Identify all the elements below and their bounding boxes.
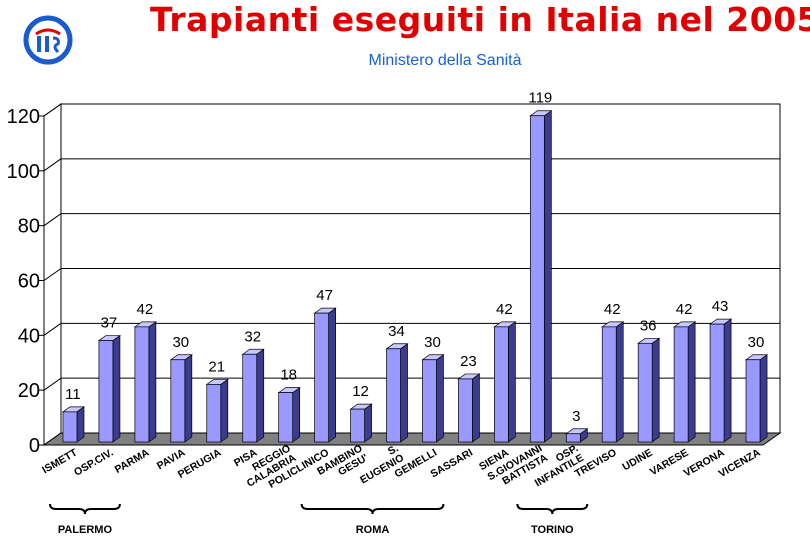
- data-label: 30: [424, 334, 441, 351]
- bar-side: [436, 354, 444, 443]
- y-tick-label: 20: [18, 380, 40, 402]
- data-label: 34: [388, 323, 405, 340]
- x-tick-label-group: OSP.CIV.: [72, 447, 115, 479]
- bar-side: [148, 321, 157, 443]
- bar: [350, 408, 365, 443]
- bar-side: [400, 343, 408, 443]
- data-label: 11: [65, 386, 81, 403]
- data-label: 42: [676, 301, 693, 318]
- bar: [637, 342, 653, 443]
- bar-side: [76, 406, 85, 443]
- data-label: 23: [460, 353, 477, 370]
- group-bracket: [516, 503, 589, 515]
- bar: [601, 326, 617, 443]
- data-label: 36: [640, 317, 657, 334]
- y-tick-label: 120: [7, 106, 40, 128]
- data-label: 3: [572, 408, 580, 425]
- data-label: 21: [208, 358, 225, 375]
- bar-side: [508, 321, 516, 443]
- bar-side: [364, 403, 372, 443]
- gridline-diagonal: [43, 268, 62, 281]
- data-label: 42: [496, 301, 513, 318]
- gridline-diagonal: [43, 377, 62, 391]
- bar: [422, 359, 437, 443]
- x-tick-label: OSP.CIV.: [72, 447, 115, 479]
- data-label: 42: [137, 301, 154, 318]
- data-label: 12: [352, 383, 369, 400]
- x-tick-label-group: PARMA: [113, 446, 152, 475]
- bar-side: [220, 378, 229, 443]
- group-bracket: [300, 503, 445, 515]
- group-bracket: [49, 503, 121, 515]
- bar-side: [292, 386, 301, 443]
- bar-side: [256, 348, 265, 443]
- data-label: 42: [604, 301, 621, 318]
- bar: [529, 115, 545, 443]
- bar-side: [723, 318, 732, 443]
- gridline-diagonal: [43, 322, 62, 336]
- bar: [242, 353, 258, 443]
- bar-side: [615, 321, 624, 443]
- bar-side: [472, 373, 480, 443]
- x-tick-label-group: VICENZA: [717, 446, 763, 480]
- group-label: PALERMO: [58, 524, 113, 536]
- bar: [98, 340, 114, 443]
- y-tick-label: 100: [7, 161, 40, 183]
- bar: [314, 312, 329, 443]
- group-label: TORINO: [531, 524, 574, 536]
- y-tick-label: 40: [18, 325, 40, 347]
- bar: [206, 384, 222, 443]
- bar-side: [687, 321, 696, 443]
- bar: [709, 323, 725, 443]
- bar: [386, 348, 401, 443]
- bar-side: [184, 354, 193, 443]
- data-label: 37: [101, 315, 118, 332]
- data-label: 43: [712, 298, 729, 315]
- data-label: 30: [748, 334, 765, 351]
- bar: [278, 392, 294, 443]
- bar: [170, 359, 186, 443]
- y-tick-label: 60: [18, 271, 40, 293]
- bar: [458, 378, 473, 443]
- y-tick-label: 0: [29, 435, 40, 457]
- data-label: 47: [316, 287, 333, 304]
- bar-side: [328, 307, 336, 443]
- data-label: 30: [172, 334, 189, 351]
- ministry-logo-icon: [23, 15, 73, 65]
- bar: [565, 433, 581, 443]
- data-label: 18: [280, 367, 297, 384]
- bar-side: [112, 334, 121, 443]
- data-label: 32: [244, 328, 261, 345]
- y-tick-label: 80: [18, 216, 40, 238]
- group-label: ROMA: [356, 524, 390, 536]
- bar: [62, 411, 78, 443]
- chart-title: Trapianti eseguiti in Italia nel 2005: [150, 0, 810, 39]
- gridline-diagonal: [43, 213, 62, 227]
- bar: [673, 326, 689, 443]
- data-label: 119: [528, 90, 552, 107]
- bar-side: [759, 354, 768, 443]
- bar-side: [651, 337, 660, 443]
- bar-side: [543, 110, 552, 443]
- bar: [494, 326, 509, 443]
- bar: [745, 359, 761, 443]
- bar: [134, 326, 150, 443]
- gridline-diagonal: [43, 103, 62, 117]
- chart-subtitle: Ministero della Sanità: [368, 52, 522, 69]
- x-tick-label: PARMA: [113, 446, 152, 475]
- gridline-diagonal: [43, 158, 62, 172]
- x-tick-label: VICENZA: [717, 446, 763, 480]
